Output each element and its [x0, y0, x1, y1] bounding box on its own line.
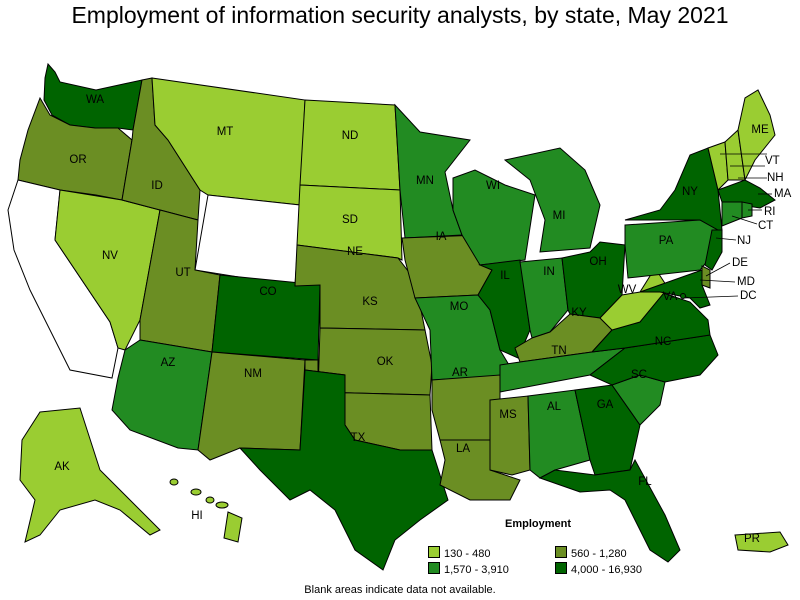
label-NJ: NJ	[737, 235, 751, 247]
state-SD	[296, 184, 403, 261]
label-MD: MD	[737, 276, 755, 288]
label-CO: CO	[259, 286, 276, 298]
label-VT: VT	[765, 155, 780, 167]
legend-item: 130 - 480	[428, 546, 490, 560]
state-labels: WA OR ID MT ND SD NV UT CO AZ NM NE KS O…	[54, 94, 791, 545]
label-WI: WI	[486, 180, 500, 192]
label-NE: NE	[347, 246, 363, 258]
label-HI: HI	[191, 510, 203, 522]
label-TX: TX	[351, 432, 366, 444]
legend-label: 130 - 480	[444, 548, 491, 560]
state-ME	[737, 89, 776, 182]
state-WV	[599, 267, 669, 331]
state-NY	[624, 147, 723, 231]
legend-item: 4,000 - 16,930	[555, 562, 642, 576]
state-DC	[680, 293, 686, 299]
label-MA: MA	[774, 188, 792, 200]
label-NH: NH	[767, 172, 784, 184]
legend-item: 1,570 - 3,910	[428, 562, 509, 576]
label-MN: MN	[416, 175, 434, 187]
label-PR: PR	[744, 533, 760, 545]
footnote: Blank areas indicate data not available.	[304, 584, 496, 596]
state-FL	[538, 458, 681, 563]
label-GA: GA	[597, 399, 614, 411]
label-ME: ME	[751, 124, 769, 136]
label-AL: AL	[547, 401, 562, 413]
label-OR: OR	[69, 154, 86, 166]
label-OK: OK	[377, 356, 394, 368]
legend-label: 560 - 1,280	[571, 548, 627, 560]
label-NY: NY	[682, 186, 698, 198]
label-ND: ND	[342, 130, 359, 142]
us-choropleth-map: WA OR ID MT ND SD NV UT CO AZ NM NE KS O…	[7, 62, 792, 571]
label-IN: IN	[543, 266, 555, 278]
state-MD	[639, 269, 711, 309]
label-DE: DE	[732, 257, 748, 269]
label-VA: VA	[663, 291, 678, 303]
state-HI	[169, 478, 243, 543]
state-NC	[589, 334, 719, 386]
label-SC: SC	[631, 369, 647, 381]
label-CT: CT	[758, 220, 773, 232]
label-IL: IL	[500, 270, 510, 282]
label-NM: NM	[244, 368, 262, 380]
state-shapes	[7, 62, 789, 571]
label-MT: MT	[217, 126, 234, 138]
state-MI	[503, 147, 601, 253]
label-WA: WA	[86, 94, 104, 106]
label-MO: MO	[450, 301, 469, 313]
legend-item: 560 - 1,280	[555, 546, 627, 560]
label-IA: IA	[436, 231, 447, 243]
legend-swatch	[555, 546, 567, 558]
state-WI	[452, 169, 536, 266]
label-KS: KS	[362, 296, 378, 308]
state-NJ	[704, 229, 723, 271]
label-RI: RI	[764, 206, 776, 218]
callout-lines	[684, 153, 772, 299]
state-CT	[721, 201, 743, 227]
label-NV: NV	[102, 250, 118, 262]
label-MI: MI	[553, 210, 566, 222]
label-MS: MS	[499, 409, 517, 421]
legend-swatch	[428, 546, 440, 558]
label-FL: FL	[638, 476, 652, 488]
state-RI	[741, 201, 753, 219]
label-NC: NC	[655, 336, 672, 348]
state-AK	[19, 407, 161, 543]
legend-label: 4,000 - 16,930	[571, 564, 642, 576]
state-MS	[489, 395, 531, 476]
label-TN: TN	[551, 345, 566, 357]
legend-swatch	[428, 562, 440, 574]
map-title: Employment of information security analy…	[71, 2, 729, 28]
state-ND	[299, 99, 401, 191]
label-UT: UT	[175, 267, 190, 279]
legend-swatch	[555, 562, 567, 574]
state-PR	[734, 531, 789, 553]
legend-title: Employment	[505, 518, 572, 530]
state-DE	[701, 265, 711, 289]
label-KY: KY	[571, 307, 587, 319]
label-AK: AK	[54, 461, 70, 473]
label-AZ: AZ	[161, 357, 176, 369]
label-WV: WV	[618, 284, 637, 296]
label-OH: OH	[589, 256, 606, 268]
legend-label: 1,570 - 3,910	[444, 564, 509, 576]
label-PA: PA	[659, 235, 674, 247]
state-WY	[194, 194, 301, 287]
label-LA: LA	[456, 443, 470, 455]
state-TX	[238, 369, 449, 571]
label-ID: ID	[151, 180, 163, 192]
label-AR: AR	[452, 367, 468, 379]
label-SD: SD	[342, 214, 358, 226]
label-DC: DC	[740, 290, 757, 302]
